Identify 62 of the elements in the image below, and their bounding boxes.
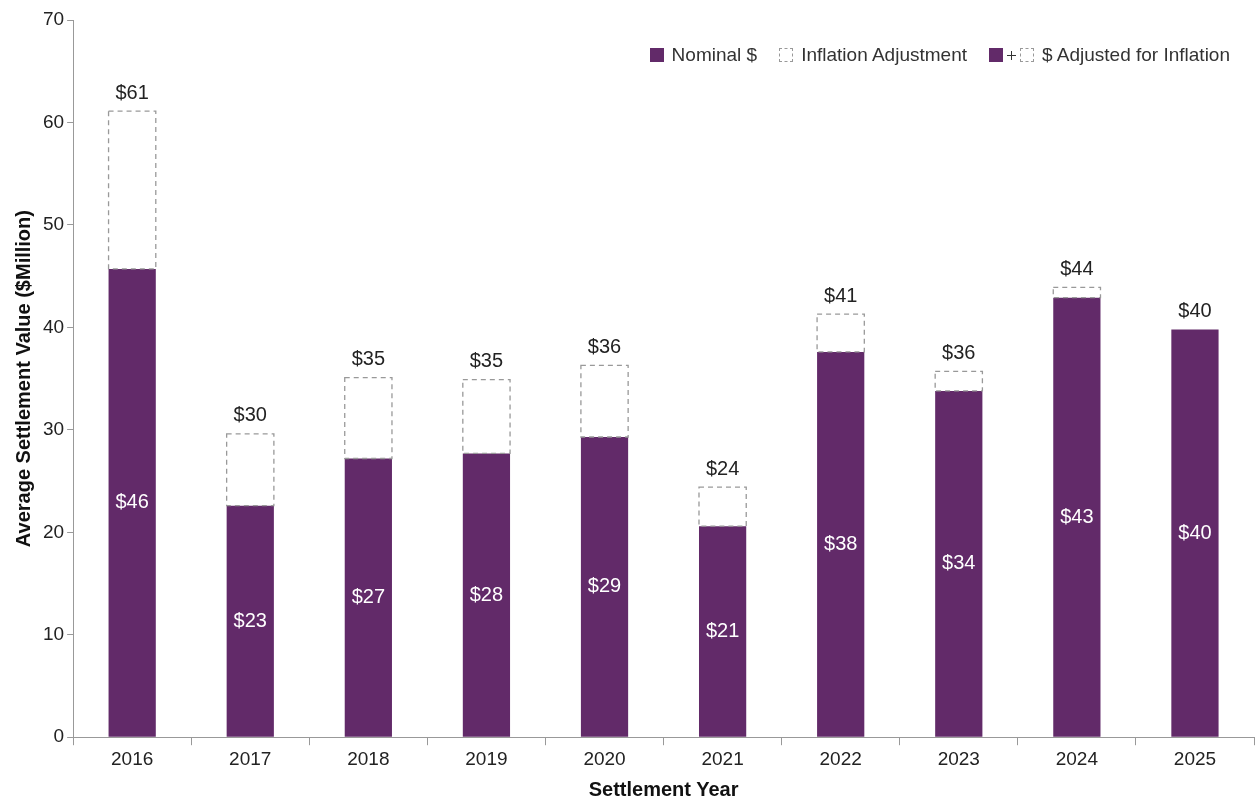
data-label: $27 — [351, 585, 386, 608]
x-tick-label: 2017 — [229, 747, 272, 769]
data-label: $28 — [469, 582, 504, 605]
data-label: $38 — [824, 531, 858, 554]
y-tick-label: 20 — [42, 520, 65, 542]
x-tick-label: 2020 — [583, 747, 626, 769]
bar — [462, 453, 511, 737]
data-label: $23 — [233, 608, 267, 631]
total-label: $36 — [942, 340, 976, 363]
y-tick-label: 60 — [42, 110, 65, 132]
total-label: $40 — [1178, 298, 1212, 321]
bar — [816, 313, 865, 353]
data-label: $34 — [942, 551, 976, 574]
y-tick-label: 40 — [42, 315, 65, 337]
total-label: $61 — [115, 80, 149, 103]
total-label: $44 — [1060, 256, 1094, 279]
data-label: $40 — [1178, 520, 1212, 543]
bar — [817, 351, 865, 737]
bar — [226, 433, 275, 507]
annotation: $ Adjusted for Inflation — [1041, 44, 1230, 66]
total-label: $35 — [469, 349, 504, 372]
bar — [1053, 297, 1101, 737]
x-tick-label: 2018 — [347, 747, 390, 769]
bar — [344, 376, 393, 460]
total-label: $24 — [705, 456, 740, 479]
y-tick-label: 0 — [53, 725, 65, 747]
bar — [462, 378, 511, 455]
bar — [344, 458, 392, 737]
x-axis-title: Settlement Year — [588, 777, 739, 800]
x-tick-label: 2024 — [1055, 747, 1099, 769]
legend-label: Inflation Adjustment — [801, 44, 967, 66]
x-tick-label: 2025 — [1173, 747, 1217, 769]
bar — [108, 268, 156, 737]
total-label: $35 — [351, 347, 386, 370]
bar — [698, 486, 747, 527]
bar — [698, 526, 747, 737]
data-label: $21 — [705, 618, 740, 641]
total-label: $41 — [824, 283, 858, 306]
bar — [107, 110, 157, 270]
y-axis-title: Average Settlement Value ($Million) — [11, 210, 34, 548]
y-tick-label: 10 — [42, 622, 65, 644]
bar — [934, 370, 984, 392]
bar — [1171, 329, 1219, 737]
bar — [226, 505, 274, 737]
x-tick-label: 2016 — [111, 747, 154, 769]
y-tick-label: 30 — [42, 418, 65, 440]
data-label: $43 — [1060, 504, 1094, 527]
x-tick-label: 2019 — [465, 747, 508, 769]
x-tick-label: 2023 — [937, 747, 980, 769]
data-label: $29 — [587, 574, 622, 597]
data-label: $46 — [115, 490, 149, 513]
x-tick-label: 2022 — [819, 747, 862, 769]
total-label: $30 — [233, 403, 267, 426]
bar — [935, 390, 983, 737]
y-tick-label: 50 — [42, 213, 65, 235]
total-label: $36 — [587, 334, 622, 357]
legend-label: Nominal $ — [671, 44, 758, 66]
bar — [1052, 286, 1102, 299]
bar — [580, 364, 629, 438]
bar — [580, 437, 629, 737]
y-tick-label: 70 — [42, 8, 65, 30]
x-tick-label: 2021 — [701, 747, 744, 769]
